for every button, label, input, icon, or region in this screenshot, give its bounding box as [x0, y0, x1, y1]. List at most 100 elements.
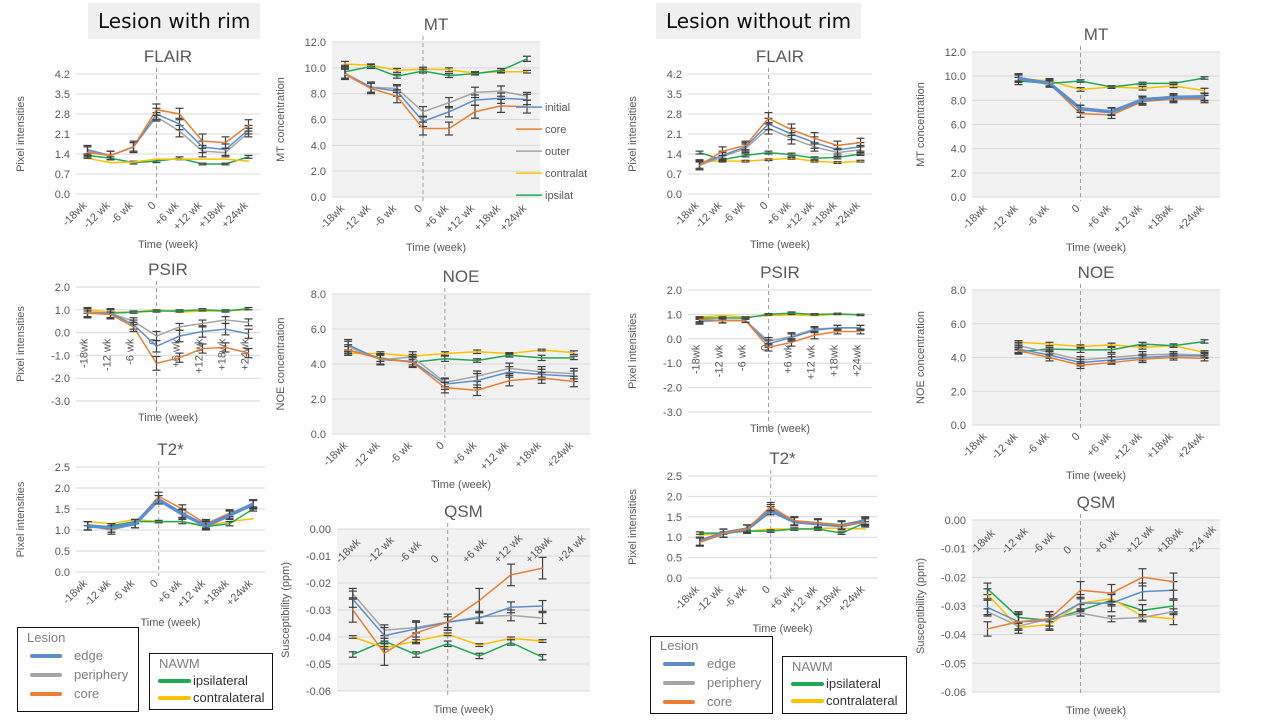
y-tick-label: -0.02: [941, 572, 966, 584]
y-tick-label: 10.0: [305, 63, 326, 75]
data-point: [422, 127, 424, 130]
data-point: [224, 158, 227, 160]
series-line-ipsilateral: [699, 151, 861, 161]
data-point: [767, 117, 770, 120]
data-point: [1110, 349, 1113, 351]
data-point: [476, 389, 478, 392]
data-point: [1017, 349, 1020, 352]
y-axis-label: Pixel intensities: [627, 96, 639, 172]
data-point: [448, 110, 450, 113]
chart-title: T2*: [157, 440, 184, 459]
legend-item-ipsilateral: ipsilateral: [158, 673, 248, 688]
y-tick-label: 6.0: [311, 324, 326, 336]
data-point: [476, 359, 478, 362]
data-point: [224, 163, 227, 165]
chart-title: PSIR: [760, 263, 800, 282]
legend-nawm-norim: NAWM ipsilateral contralateral: [782, 656, 907, 714]
y-tick-label: 0.5: [55, 546, 70, 558]
data-point: [744, 144, 747, 147]
data-point: [790, 312, 793, 314]
data-point: [817, 522, 819, 524]
series-core: [695, 111, 865, 171]
chart-rim-flair: FLAIR 0.0 0.7 1.4 2.1 2.8 3.5 4.2 -18wk -12 wk -6 …: [10, 42, 270, 252]
data-point: [1172, 344, 1175, 347]
legend-item-periphery: periphery: [30, 667, 128, 682]
x-axis-label: Time (week): [431, 479, 491, 491]
chart-svg: T2*0.00.51.01.52.02.5-18wk-12 wk-6 wk 0+6…: [15, 440, 265, 629]
data-point: [181, 520, 184, 523]
data-point: [224, 148, 227, 151]
data-point: [422, 70, 424, 72]
y-tick-label: 4.2: [55, 69, 70, 81]
series-core: [695, 316, 865, 352]
x-axis-label: Time (week): [140, 617, 200, 629]
data-point: [344, 73, 346, 76]
y-tick-label: 4.0: [311, 359, 326, 371]
x-tick-label: 0: [1070, 431, 1083, 444]
y-tick-label: 2.8: [667, 109, 682, 121]
data-point: [790, 336, 793, 339]
data-point: [1141, 590, 1144, 593]
data-point: [813, 313, 816, 316]
data-point: [396, 69, 398, 72]
data-point: [1110, 344, 1113, 346]
data-point: [1141, 346, 1144, 349]
data-point: [510, 637, 512, 640]
data-point: [1110, 602, 1113, 604]
data-point: [155, 362, 158, 365]
y-tick-label: 2.8: [55, 109, 70, 121]
chart-rim-noe: NOE 0.0 2.0 4.0 6.0 8.0 -18wk -12 wk -6 wk 0 +6 wk…: [270, 262, 600, 492]
chart-norim-noe: NOE 0.0 2.0 4.0 6.0 8.0 -18wk -12 wk -6 wk 0 +6 wk…: [910, 258, 1230, 483]
x-tick-label: 0: [146, 200, 159, 213]
data-point: [1048, 82, 1051, 85]
legend-item-edge: edge: [30, 648, 103, 663]
data-point: [1172, 580, 1175, 583]
data-point: [178, 123, 181, 125]
data-point: [836, 144, 839, 147]
data-point: [1048, 356, 1051, 359]
data-point: [573, 351, 575, 354]
data-point: [836, 327, 839, 329]
x-tick-label: -6 wk: [722, 583, 749, 610]
data-point: [347, 349, 349, 351]
data-point: [526, 57, 528, 60]
data-point: [478, 599, 481, 602]
legend-item-contralateral: contralateral: [791, 693, 898, 708]
data-point: [836, 161, 839, 164]
x-axis-label: Time (week): [1066, 242, 1126, 254]
y-tick-label: 0.7: [667, 169, 682, 181]
data-point: [859, 330, 862, 333]
data-point: [478, 655, 481, 657]
data-point: [1079, 602, 1082, 604]
y-axis-label: Pixel intensities: [15, 306, 27, 382]
y-axis-label: MT concentration: [275, 77, 287, 162]
x-tick-label: +6 wk: [1085, 430, 1114, 459]
y-tick-label: -0.01: [941, 544, 966, 556]
data-point: [352, 609, 354, 611]
y-tick-label: 0.0: [55, 189, 70, 201]
data-point: [205, 525, 207, 527]
x-tick-label: +24wk: [831, 199, 863, 231]
data-point: [500, 90, 502, 92]
y-tick-label: 0.0: [951, 420, 966, 432]
data-point: [224, 141, 227, 144]
x-tick-label: -18wk: [960, 430, 990, 460]
y-tick-label: 2.0: [951, 386, 966, 398]
x-tick-label: -12 wk: [342, 202, 374, 234]
legend-item-core: core: [663, 694, 732, 709]
data-point: [86, 312, 89, 315]
legend-lesion-rim: Lesion edge periphery core: [17, 627, 139, 712]
data-point: [252, 503, 254, 505]
periphery-swatch-icon: [663, 680, 695, 685]
y-tick-label: 0.0: [311, 429, 326, 441]
data-point: [109, 154, 112, 157]
inline-legend-label: core: [545, 124, 566, 136]
data-point: [411, 361, 414, 364]
data-point: [132, 161, 135, 163]
ipsilateral-swatch-icon: [791, 681, 824, 686]
data-point: [178, 335, 181, 337]
data-point: [510, 574, 512, 576]
data-point: [1141, 98, 1144, 101]
data-point: [155, 345, 158, 348]
